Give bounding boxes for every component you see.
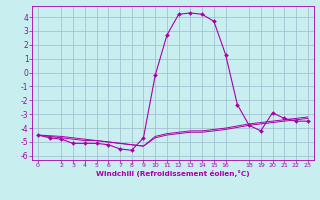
X-axis label: Windchill (Refroidissement éolien,°C): Windchill (Refroidissement éolien,°C) [96, 170, 250, 177]
